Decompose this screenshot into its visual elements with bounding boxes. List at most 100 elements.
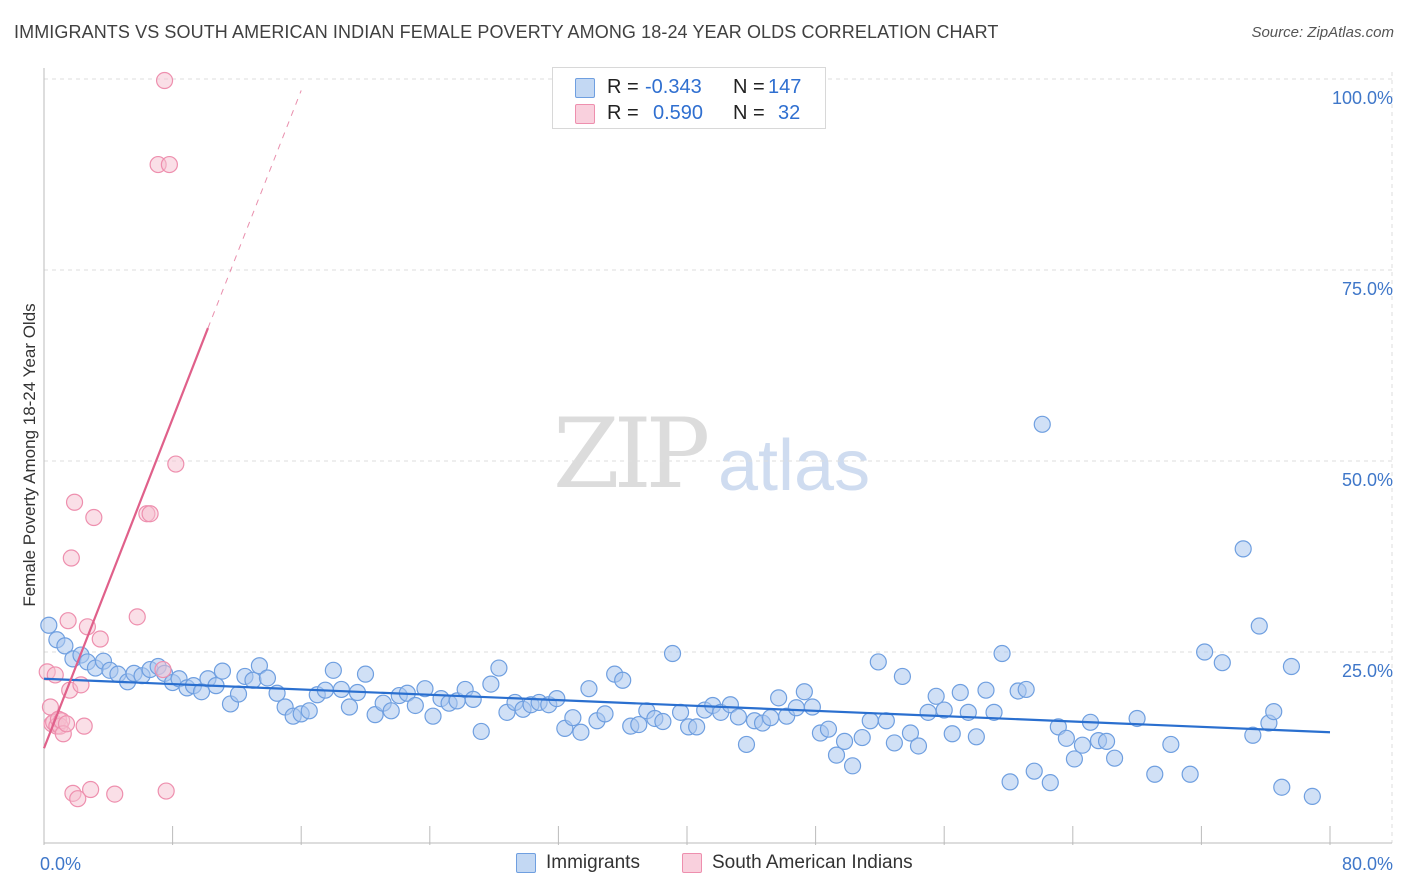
x-tick-label: 80.0% <box>1342 854 1393 874</box>
sa-indians-point <box>59 612 77 630</box>
sa-indians-point <box>160 155 178 174</box>
immigrants-point <box>729 708 748 726</box>
y-tick-label: 50.0% <box>1342 470 1393 490</box>
immigrants-point <box>1025 762 1043 780</box>
immigrants-point <box>787 699 805 717</box>
immigrants-point <box>993 644 1011 663</box>
immigrants-point <box>258 669 277 687</box>
sa-indians-trend-extension <box>207 90 302 329</box>
trend-lines <box>42 90 1331 749</box>
immigrants-point <box>853 728 871 747</box>
bottom-legend-label: Immigrants <box>546 852 640 873</box>
immigrants-point <box>1001 773 1019 791</box>
immigrants-point <box>1273 778 1291 796</box>
sa-indians-point <box>157 782 175 800</box>
immigrants-point <box>770 689 788 707</box>
immigrants-point <box>835 732 854 750</box>
legend-n-label: N = <box>733 76 765 98</box>
immigrants-point <box>909 737 928 755</box>
immigrants-point <box>356 665 375 683</box>
immigrants-swatch <box>516 853 536 873</box>
sa-indians-point <box>62 549 80 567</box>
legend-r-value: 0.590 <box>653 102 704 124</box>
immigrants-point <box>1303 787 1321 805</box>
immigrants-point <box>1265 702 1283 721</box>
immigrants-point <box>688 718 706 736</box>
legend-n-value: 32 <box>778 102 801 124</box>
sa-indians-point <box>141 505 159 523</box>
immigrants-point <box>869 653 887 671</box>
immigrants-point <box>572 723 590 741</box>
immigrants-point <box>213 662 232 680</box>
y-tick-label: 75.0% <box>1342 279 1393 299</box>
immigrants-point <box>564 709 582 727</box>
sa-indians-point <box>75 717 93 735</box>
immigrants-point <box>406 696 424 715</box>
immigrants-point <box>885 734 903 752</box>
immigrants-point <box>1097 732 1116 750</box>
sa-indians-point <box>85 508 103 527</box>
immigrants-point <box>614 671 632 689</box>
immigrants-point <box>382 702 400 720</box>
sa-indians-point <box>82 780 100 799</box>
immigrants-point <box>1033 415 1051 433</box>
immigrants-point <box>967 728 985 746</box>
immigrants-point <box>40 616 58 634</box>
immigrants-point <box>1250 617 1268 635</box>
immigrants-point <box>1065 750 1084 768</box>
tick-labels: 25.0% 50.0% 75.0% 100.0% 0.0% 80.0% <box>40 88 1393 874</box>
sa-indians-swatch <box>575 104 595 124</box>
sa-indians-point <box>106 785 124 803</box>
immigrants-point <box>416 680 434 698</box>
immigrants-point <box>1162 735 1180 754</box>
immigrants-point <box>1196 643 1214 661</box>
sa-indians-point <box>57 715 76 733</box>
immigrants-point <box>919 703 937 721</box>
sa-indians-point <box>128 608 146 626</box>
immigrants-point <box>229 685 248 703</box>
immigrants-trend-line <box>43 677 1331 734</box>
y-tick-label: 25.0% <box>1342 661 1393 681</box>
immigrants-point <box>244 671 262 689</box>
y-tick-label: 100.0% <box>1332 88 1393 108</box>
immigrants-point <box>1128 709 1146 728</box>
immigrants-point <box>1146 765 1164 783</box>
immigrants-point <box>1213 654 1231 672</box>
immigrants-point <box>1234 540 1252 558</box>
legend-n-label: N = <box>733 102 765 124</box>
immigrants-point <box>1041 774 1059 792</box>
immigrants-point <box>654 712 672 731</box>
immigrants-point <box>935 701 953 719</box>
immigrants-point <box>424 707 442 725</box>
immigrants-point <box>300 702 318 720</box>
immigrants-point <box>877 712 895 730</box>
immigrants-point <box>803 698 821 716</box>
immigrants-point <box>737 735 756 754</box>
sa-indians-trend-line <box>42 327 209 749</box>
immigrants-point <box>795 683 813 701</box>
immigrants-point <box>819 720 838 738</box>
immigrants-point <box>340 698 359 716</box>
watermark-zip: ZIP <box>553 398 710 510</box>
bottom-legend-label: South American Indians <box>712 852 913 873</box>
immigrants-point <box>464 690 482 708</box>
sa-indians-points <box>38 71 185 808</box>
legend-r-label: R = <box>607 76 639 98</box>
immigrants-point <box>977 681 995 699</box>
immigrants-point <box>985 703 1003 721</box>
sa-indians-point <box>69 790 87 808</box>
immigrants-point <box>1073 736 1092 754</box>
immigrants-point <box>1181 765 1199 783</box>
immigrants-point <box>324 661 342 679</box>
immigrants-point <box>482 675 500 693</box>
immigrants-point <box>580 680 598 698</box>
correlation-legend: R = -0.343 N = 147 R = 0.590 N = 32 <box>552 67 826 129</box>
immigrants-point <box>927 687 945 705</box>
immigrants-point <box>1057 729 1075 747</box>
sa-indians-swatch <box>682 853 702 873</box>
immigrants-point <box>596 705 614 723</box>
immigrants-point <box>332 680 350 699</box>
immigrants-point <box>1244 726 1262 744</box>
immigrants-point <box>951 683 969 702</box>
